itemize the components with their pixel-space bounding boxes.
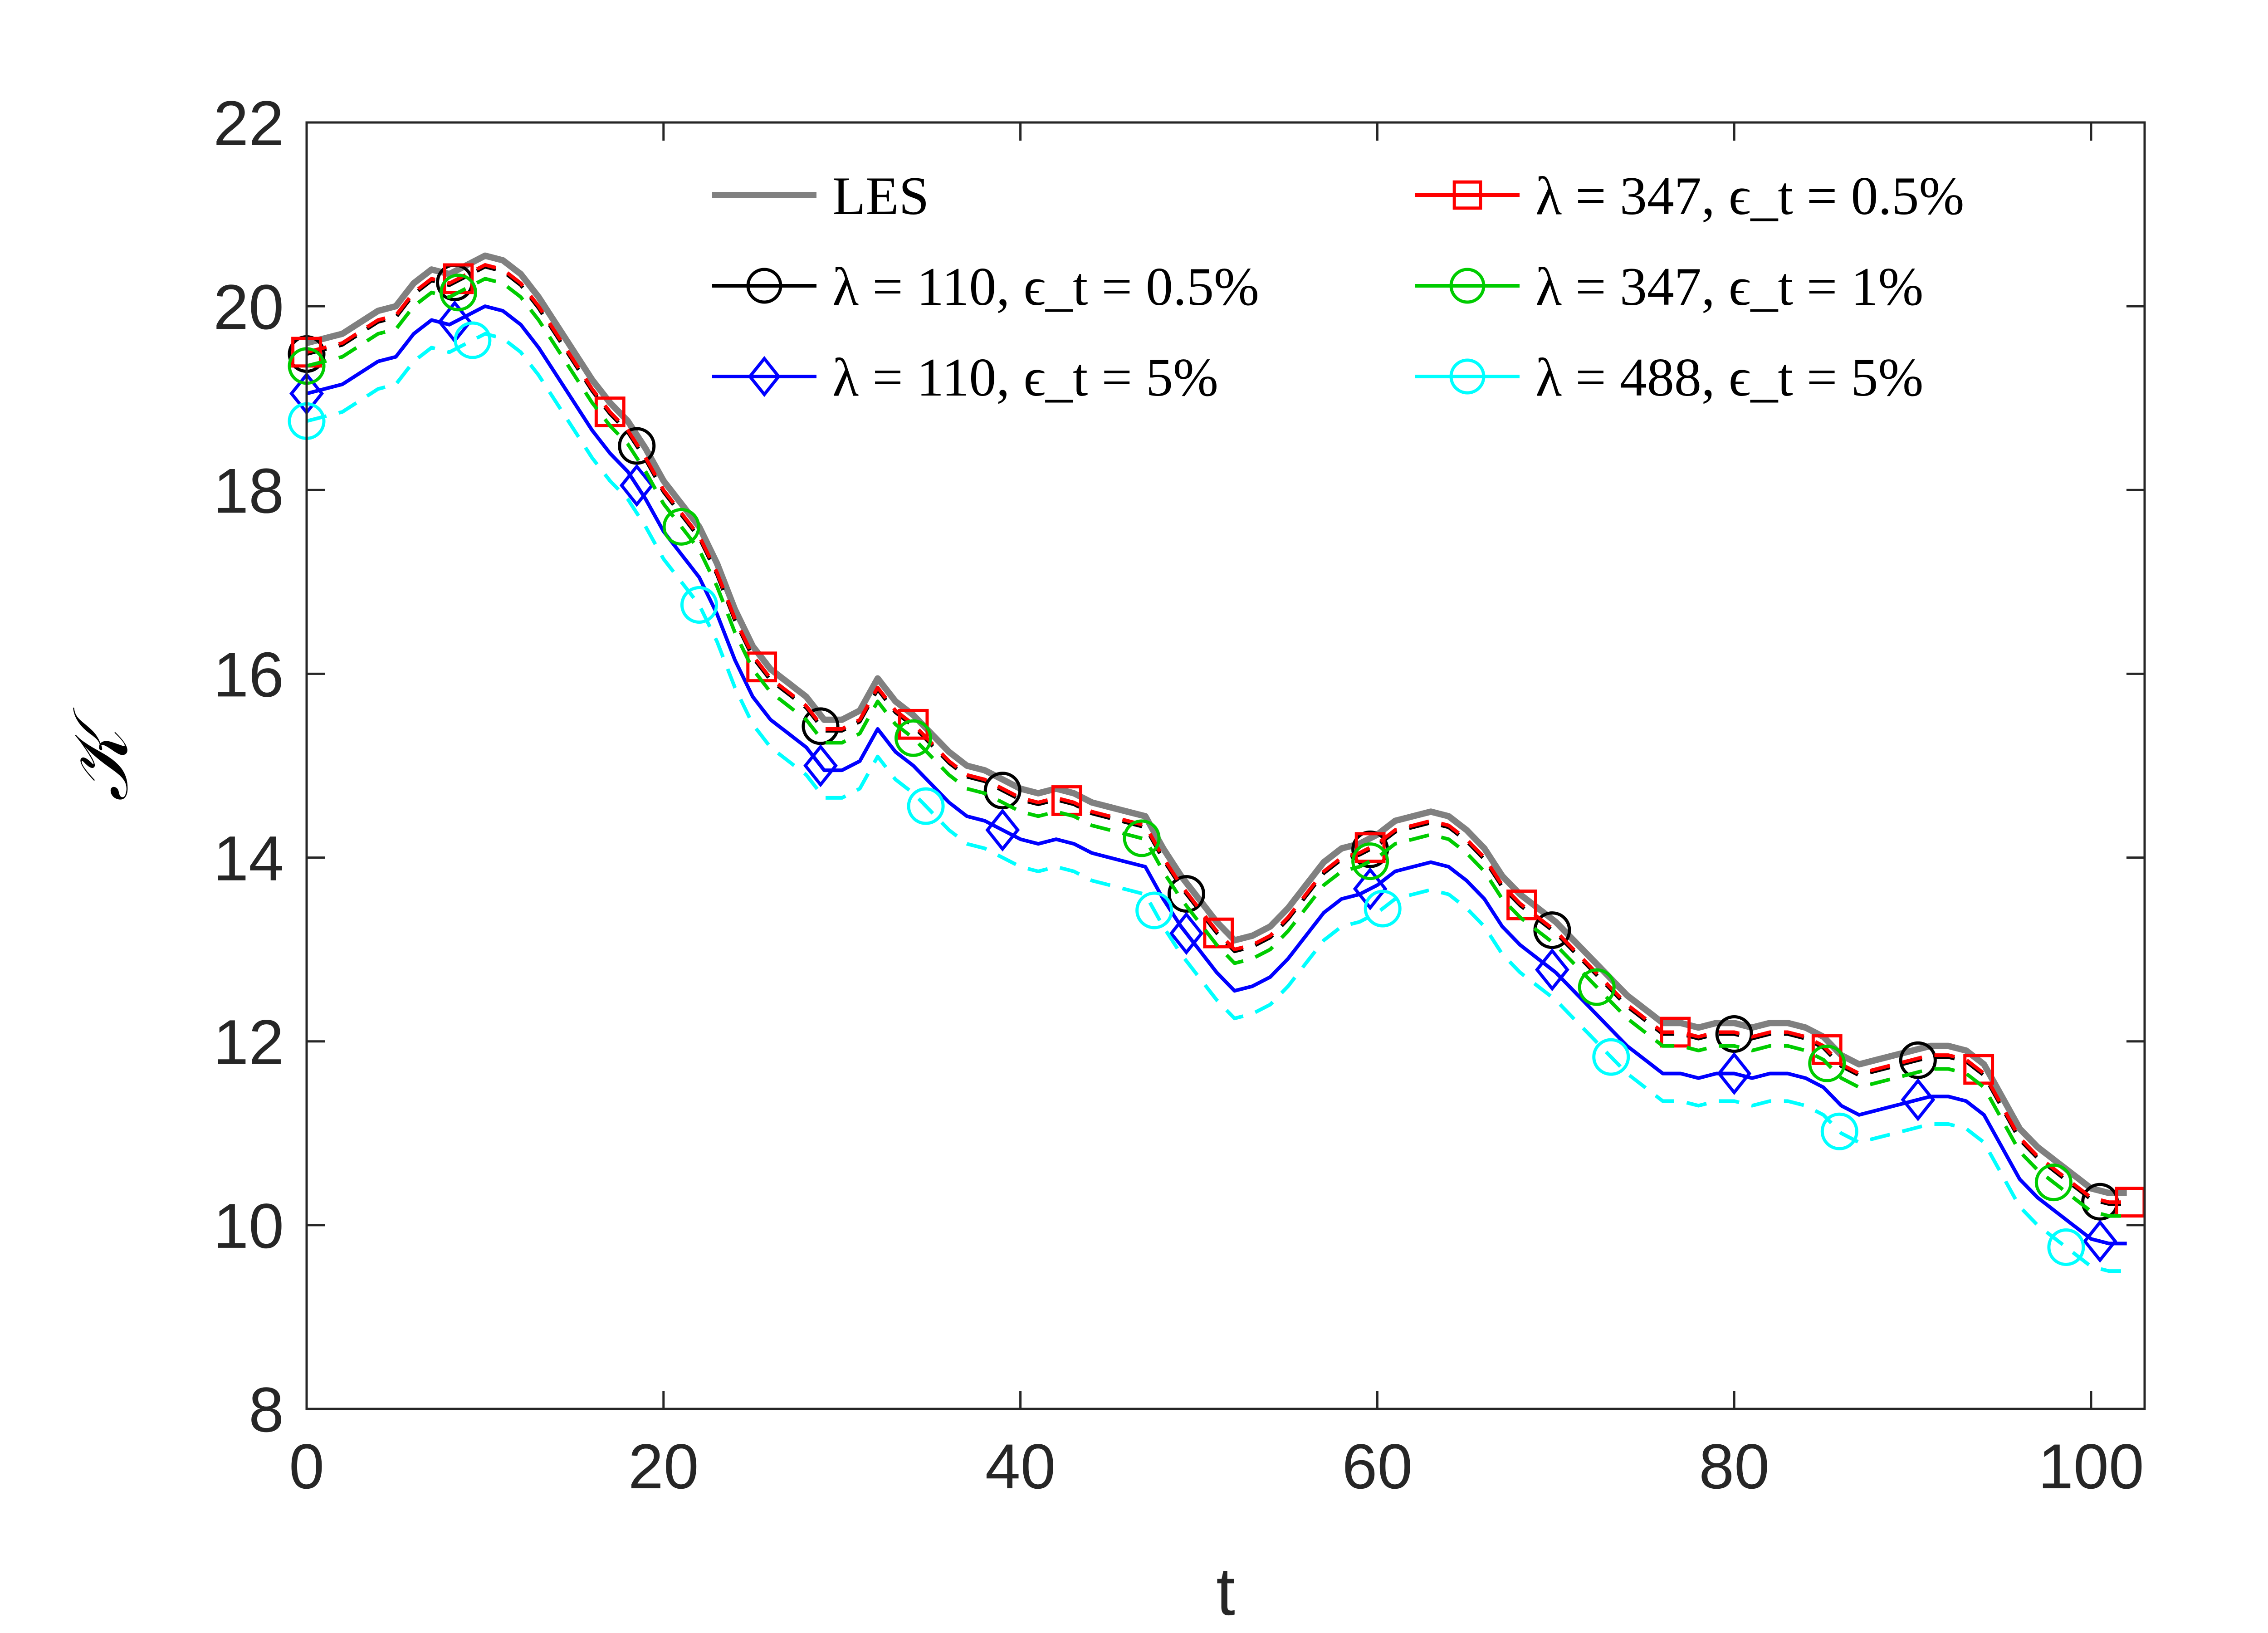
x-axis-label: t [1216, 1553, 1235, 1629]
legend: LES λ = 110, ϵ_t = 0.5% λ = 110, ϵ_t = 5% λ… [712, 166, 1964, 407]
data-point-marker [1449, 358, 1486, 395]
data-point-marker [894, 719, 933, 757]
data-point-marker [1123, 819, 1161, 857]
data-point-marker [680, 586, 718, 624]
data-point-marker [907, 787, 945, 825]
data-point-marker [662, 508, 700, 546]
data-point-marker [746, 268, 782, 304]
data-point-marker [1354, 832, 1386, 863]
plot-area [307, 122, 2145, 1409]
data-point-marker [1820, 1112, 1858, 1150]
data-point-marker [454, 321, 492, 359]
data-point-marker [1901, 1078, 1936, 1121]
data-point-marker [2034, 1164, 2072, 1202]
data-point-marker [1169, 912, 1204, 955]
legend-entry: λ = 347, ϵ_t = 0.5% [1415, 166, 1964, 226]
data-point-marker [2082, 1219, 2117, 1263]
data-point-marker [985, 808, 1020, 852]
series-0 [306, 252, 2127, 1196]
series-4 [288, 274, 2127, 1218]
ticks-layer [305, 121, 2145, 1410]
x-tick-label: 60 [1342, 1431, 1413, 1502]
data-point-marker [983, 772, 1022, 810]
data-point-marker [1899, 1041, 1937, 1079]
legend-entry: λ = 488, ϵ_t = 5% [1415, 347, 1923, 407]
legend-label: λ = 110, ϵ_t = 0.5% [832, 256, 1259, 317]
legend-entry: LES [712, 166, 929, 226]
data-point-marker [1717, 1052, 1752, 1095]
x-tick-label: 80 [1699, 1431, 1769, 1502]
data-point-marker [1364, 890, 1402, 928]
legend-label: λ = 347, ϵ_t = 1% [1535, 256, 1923, 317]
legend-entry: λ = 347, ϵ_t = 1% [1415, 256, 1923, 317]
series-line [306, 277, 2127, 1218]
data-point-marker [1449, 268, 1486, 304]
data-point-marker [1535, 948, 1569, 992]
data-point-marker [618, 427, 656, 465]
x-tick-label: 20 [628, 1431, 699, 1502]
series-line [306, 304, 2127, 1246]
series-line [306, 263, 2127, 1204]
legend-entry: λ = 110, ϵ_t = 0.5% [712, 256, 1259, 317]
data-point-marker [2047, 1228, 2085, 1266]
data-point-marker [1578, 968, 1616, 1006]
series-5 [288, 321, 2127, 1273]
x-tick-label: 0 [289, 1431, 324, 1502]
data-point-marker [1203, 917, 1234, 949]
data-point-marker [1452, 180, 1482, 210]
data-point-marker [619, 464, 654, 507]
series-line [306, 252, 2127, 1196]
legend-label: λ = 110, ϵ_t = 5% [832, 347, 1218, 407]
legend-label: LES [832, 166, 929, 226]
y-tick-label: 12 [213, 1007, 284, 1078]
y-tick-label: 10 [213, 1190, 284, 1261]
data-point-marker [1715, 1015, 1753, 1053]
data-point-marker [802, 707, 840, 745]
axes-box [305, 121, 2146, 1410]
legend-entry: λ = 110, ϵ_t = 5% [712, 347, 1218, 407]
x-tick-label: 100 [2038, 1431, 2144, 1502]
y-tick-label: 18 [213, 455, 284, 526]
legend-label: λ = 488, ϵ_t = 5% [1535, 347, 1923, 407]
series-layer [288, 252, 2146, 1273]
y-tick-label: 8 [249, 1374, 284, 1445]
y-tick-label: 14 [213, 823, 284, 894]
data-point-marker [1135, 891, 1173, 929]
data-point-marker [803, 744, 838, 787]
data-point-marker [1351, 842, 1389, 880]
y-tick-label: 22 [213, 88, 284, 159]
x-tick-label: 40 [985, 1431, 1056, 1502]
y-tick-label: 20 [213, 271, 284, 342]
series-line [306, 332, 2127, 1273]
data-point-marker [1660, 1017, 1691, 1048]
data-point-marker [898, 709, 929, 740]
data-point-marker [1167, 875, 1205, 913]
data-point-marker [439, 274, 477, 312]
data-point-marker [748, 356, 781, 397]
data-point-marker [1592, 1038, 1630, 1076]
data-point-marker [1808, 1044, 1846, 1082]
series-2 [289, 300, 2127, 1263]
y-tick-label: 16 [213, 639, 284, 710]
legend-label: λ = 347, ϵ_t = 0.5% [1535, 166, 1964, 226]
tick-labels-layer: 0 20 40 60 80 100 8 10 12 14 16 18 20 22 [213, 88, 2144, 1502]
data-point-marker [1353, 867, 1388, 910]
